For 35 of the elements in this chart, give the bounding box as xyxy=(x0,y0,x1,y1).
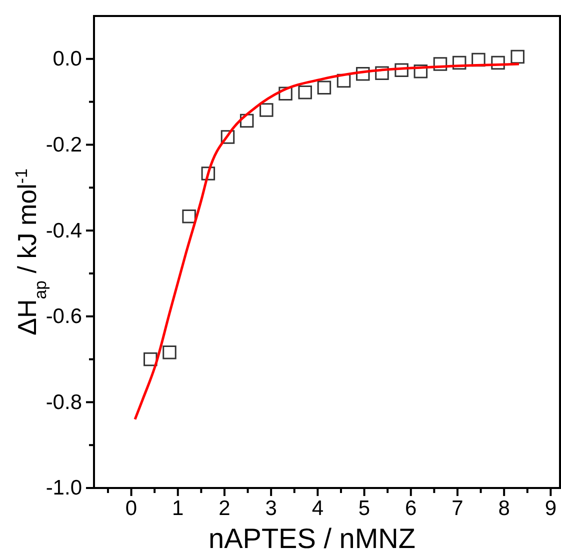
y-tick-label: -0.8 xyxy=(46,390,82,414)
x-tick-label: 8 xyxy=(498,496,510,520)
point xyxy=(394,63,408,77)
point xyxy=(220,130,235,144)
point xyxy=(182,210,196,224)
point xyxy=(414,64,428,78)
point xyxy=(278,86,292,101)
point xyxy=(240,114,254,128)
point xyxy=(317,80,332,95)
x-axis-title: nAPTES / nMNZ xyxy=(208,523,416,554)
point xyxy=(298,86,312,100)
x-tick-label: 0 xyxy=(125,496,138,520)
point xyxy=(491,56,505,70)
x-tick-label: 9 xyxy=(544,496,557,520)
y-tick-label: -0.4 xyxy=(46,219,82,242)
point xyxy=(433,57,448,71)
x-tick-label: 3 xyxy=(265,496,277,520)
point xyxy=(260,103,274,117)
point xyxy=(162,346,176,360)
point xyxy=(452,56,466,70)
point xyxy=(201,166,216,180)
point xyxy=(356,67,370,81)
y-tick-label: -1.0 xyxy=(46,476,82,500)
y-tick-label: -0.2 xyxy=(46,133,82,156)
x-tick-label: 4 xyxy=(312,496,324,520)
point xyxy=(375,66,389,80)
point xyxy=(144,352,158,366)
x-tick-label: 7 xyxy=(452,496,464,520)
x-tick-label: 5 xyxy=(358,496,370,520)
x-tick-label: 2 xyxy=(218,496,230,520)
point xyxy=(510,50,524,64)
y-tick-label: -0.6 xyxy=(46,305,82,328)
y-tick-label: 0.0 xyxy=(52,48,82,71)
x-tick-label: 1 xyxy=(172,496,184,520)
x-tick-label: 6 xyxy=(405,496,417,520)
